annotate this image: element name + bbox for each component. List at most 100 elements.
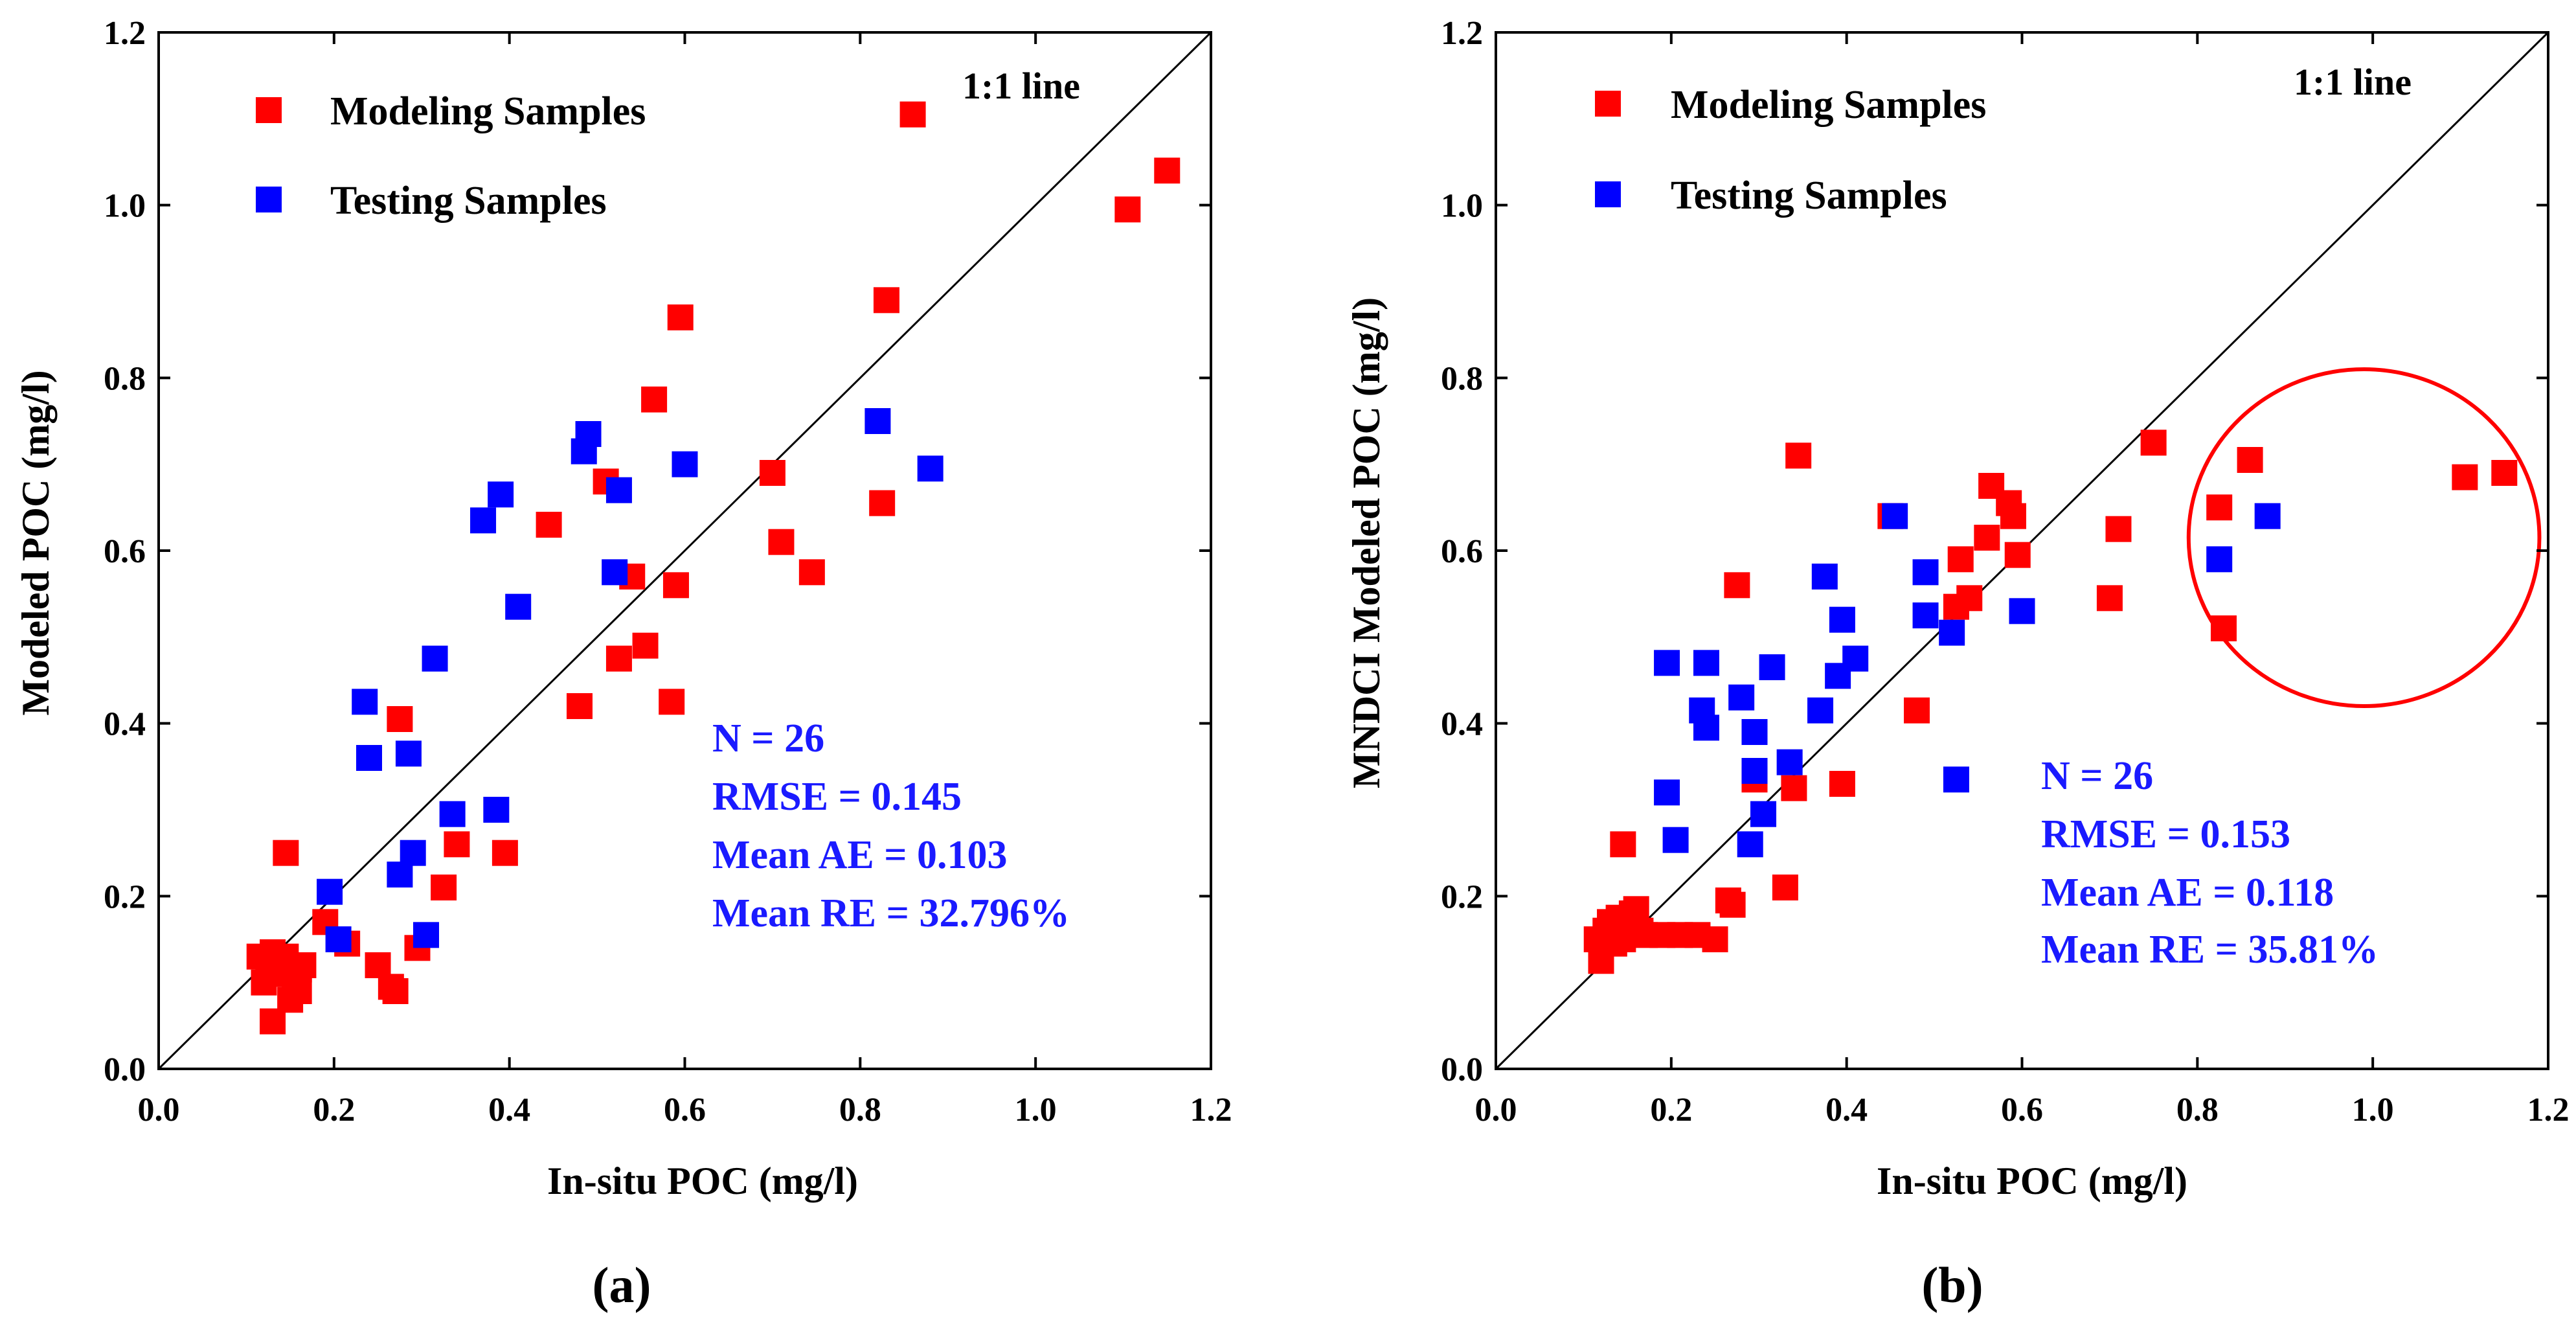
panel-a-legend-testing-label: Testing Samples (330, 179, 607, 223)
panel-b-legend-testing-label: Testing Samples (1671, 174, 1947, 218)
panel-b-testing-point (1737, 831, 1763, 858)
panel-b-stat-rmse: RMSE = 0.153 (2041, 812, 2290, 856)
panel-a-modeling-point (567, 693, 593, 719)
panel-b-x-axis-label: In-situ POC (mg/l) (1877, 1160, 2187, 1202)
panel-a-testing-point (483, 797, 510, 823)
panel-b-testing-point (1750, 801, 1777, 827)
panel-b-plot-area: 0.0 0.2 0.4 0.6 0.8 1.0 1.2 0.0 0.2 0.4 0.6 0.8 1.0 1… (1441, 15, 2570, 1128)
panel-b-modeling-point (1724, 572, 1750, 599)
panel-b-y-tick-label: 0.2 (1441, 878, 1483, 915)
panel-a-modeling-point (759, 460, 785, 486)
panel-b-legend-testing-marker (1595, 181, 1621, 207)
panel-a-modeling-point (632, 632, 659, 659)
panel-a-testing-point (422, 645, 448, 672)
panel-a-y-tick-label: 0.4 (104, 706, 146, 743)
panel-b-testing-point (1912, 602, 1939, 628)
panel-b-x-tick-label: 1.2 (2527, 1092, 2570, 1128)
panel-a-modeling-point (605, 645, 632, 672)
panel-b-x-tick-label: 1.0 (2352, 1092, 2394, 1128)
panel-a-legend-testing-marker (256, 187, 282, 212)
panel-b-modeling-point (2096, 585, 2123, 612)
panel-b-modeling-point (1947, 546, 1974, 573)
panel-b-testing-point (1842, 645, 1869, 672)
panel-b-x-tick-label: 0.6 (2001, 1092, 2043, 1128)
panel-a-testing-point (602, 559, 628, 586)
panel-a-modeling-point (536, 512, 562, 538)
panel-a-testing-point (917, 455, 943, 482)
panel-b-modeling-point (2105, 516, 2132, 542)
panel-b-caption: (b) (1921, 1257, 1983, 1313)
panel-a-modeling-point (286, 978, 312, 1004)
panel-b-modeling-point (1829, 771, 1855, 797)
panel-b-modeling-point (1956, 585, 1983, 612)
panel-b-modeling-point (1785, 442, 1812, 469)
panel-b-testing-point (2254, 503, 2281, 529)
panel-b-modeling-point (1772, 875, 1798, 900)
panel-b-testing-point (1693, 715, 1719, 741)
panel-a-plot-area: 0.0 0.2 0.4 0.6 0.8 1.0 1.2 0.0 0.2 0.4 0.6 0.8 1.0 1… (104, 15, 1232, 1128)
panel-a-legend-modeling-marker (256, 97, 282, 123)
panel-b-testing-point (1943, 766, 1969, 793)
panel-a-x-tick-label: 0.4 (488, 1092, 530, 1128)
panel-b-x-tick-label: 0.4 (1825, 1092, 1868, 1128)
panel-a-testing-point (672, 451, 698, 477)
panel-b-modeling-point (2210, 615, 2237, 641)
panel-a-x-tick-label: 1.0 (1015, 1092, 1057, 1128)
panel-a-modeling-point (387, 706, 413, 732)
panel-a-testing-point (605, 477, 632, 503)
panel-b-modeling-point (2000, 503, 2026, 529)
panel-b-x-tick-label: 0.8 (2176, 1092, 2219, 1128)
panel-a-testing-point (413, 922, 440, 948)
panel-a-x-tick-label: 0.2 (313, 1092, 355, 1128)
panel-a-caption: (a) (593, 1257, 651, 1313)
panel-b-modeling-point (2491, 460, 2518, 486)
panel-b-testing-point (1829, 606, 1855, 633)
panel-b-stat-n: N = 26 (2041, 754, 2153, 798)
panel-b-modeling-point (1904, 697, 1930, 724)
panel-a-y-tick-label: 0.2 (104, 878, 146, 915)
panel-b-y-tick-label: 0.6 (1441, 533, 1483, 570)
panel-b-legend-modeling-marker (1595, 91, 1621, 117)
panel-a-modeling-point (1154, 157, 1181, 184)
panel-a-modeling-point (382, 978, 409, 1004)
panel-b-y-tick-label: 1.0 (1441, 188, 1483, 225)
panel-a-modeling-point (899, 101, 926, 128)
panel-a-modeling-point (659, 689, 685, 715)
panel-a-modeling-point (491, 840, 518, 866)
panel-b-testing-point (1662, 827, 1689, 853)
panel-b-testing-point (1654, 779, 1680, 806)
panel-b-highlight-ellipse (2186, 367, 2542, 708)
panel-b-y-tick-label: 0.0 (1441, 1051, 1483, 1088)
panel-b-testing-point (1882, 503, 1908, 529)
panel-a-one-to-one-label: 1:1 line (962, 65, 1080, 107)
panel-a-stat-n: N = 26 (712, 716, 824, 761)
panel-a-y-tick-label: 0.0 (104, 1051, 146, 1088)
panel-a-x-tick-label: 0.6 (664, 1092, 706, 1128)
panel-b-x-tick-label: 0.2 (1650, 1092, 1692, 1128)
panel-b-one-to-one-label: 1:1 line (2294, 61, 2412, 103)
panel-b-modeling-point (2237, 447, 2263, 473)
panel-a-stat-rmse: RMSE = 0.145 (712, 775, 962, 819)
panel-b-y-tick-label: 1.2 (1441, 15, 1483, 52)
panel-b-modeling-point (1610, 831, 1636, 858)
panel-b-testing-point (1728, 684, 1755, 711)
panel-a-modeling-point (1114, 196, 1141, 223)
panel-a-y-tick-label: 1.0 (104, 188, 146, 225)
panel-b-modeling-point (1719, 891, 1746, 918)
panel-b: 0.0 0.2 0.4 0.6 0.8 1.0 1.2 0.0 0.2 0.4 0.6 0.8 1.0 1… (1345, 15, 2570, 1313)
panel-b-testing-point (1693, 650, 1719, 676)
panel-a-testing-point (575, 421, 602, 447)
panel-a-testing-point (470, 507, 497, 534)
panel-a-testing-point (439, 801, 466, 827)
panel-a-modeling-point (768, 529, 795, 555)
panel-b-testing-point (1776, 749, 1803, 775)
panel-b-modeling-point (2452, 464, 2478, 490)
panel-a-modeling-point (273, 840, 299, 866)
panel-b-testing-point (1741, 719, 1768, 745)
panel-a-y-tick-label: 0.8 (104, 360, 146, 397)
panel-b-testing-point (1807, 697, 1834, 724)
panel-b-y-axis-label: MNDCI Modeled POC (mg/l) (1345, 297, 1388, 788)
panel-b-y-tick-label: 0.4 (1441, 706, 1483, 743)
panel-a-y-tick-label: 0.6 (104, 533, 146, 570)
